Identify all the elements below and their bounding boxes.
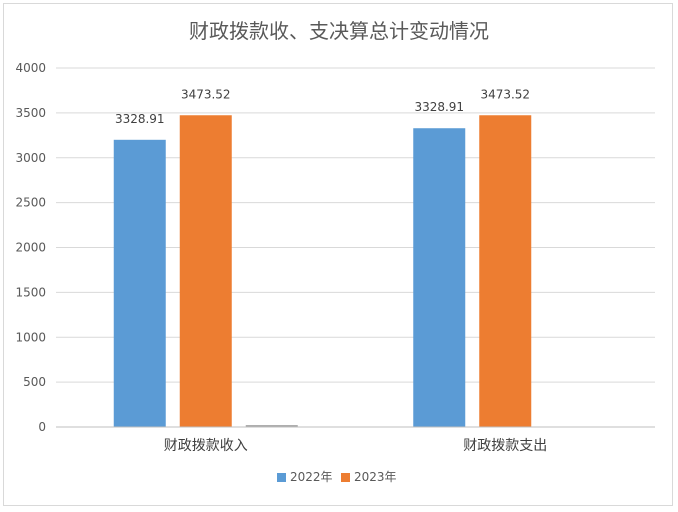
y-tick-label: 1500: [15, 285, 46, 299]
x-category-label: 财政拨款收入: [164, 438, 248, 454]
y-tick-label: 2500: [15, 196, 46, 210]
data-label: 3328.91: [115, 112, 165, 126]
legend-label: 2023年: [354, 470, 397, 484]
legend-swatch: [341, 473, 350, 482]
y-tick-label: 3000: [15, 151, 46, 165]
bar-2023: [179, 115, 232, 427]
bar-extra: [245, 425, 298, 428]
bar-2022: [113, 139, 166, 428]
y-tick-label: 2000: [15, 241, 46, 255]
legend-label: 2022年: [290, 470, 333, 484]
chart-title: 财政拨款收、支决算总计变动情况: [189, 19, 489, 43]
y-tick-label: 500: [23, 375, 46, 389]
legend-swatch: [277, 473, 286, 482]
y-tick-label: 0: [38, 420, 46, 434]
y-tick-label: 1000: [15, 330, 46, 344]
bars: [113, 115, 532, 428]
data-label: 3473.52: [480, 87, 530, 101]
legend: 2022年 2023年: [277, 470, 397, 484]
data-label: 3328.91: [414, 100, 464, 114]
bar-2022: [413, 128, 466, 427]
data-labels: 3328.91 3473.52 3328.91 3473.52: [115, 87, 530, 126]
y-tick-label: 4000: [15, 61, 46, 75]
x-category-label: 财政拨款支出: [463, 438, 547, 454]
y-tick-label: 3500: [15, 106, 46, 120]
bar-2023: [479, 115, 532, 427]
axes: 0 500 1000 1500 2000 2500 3000 3500 4000 财政拨款收入 财政…: [15, 61, 655, 454]
data-label: 3473.52: [181, 87, 231, 101]
